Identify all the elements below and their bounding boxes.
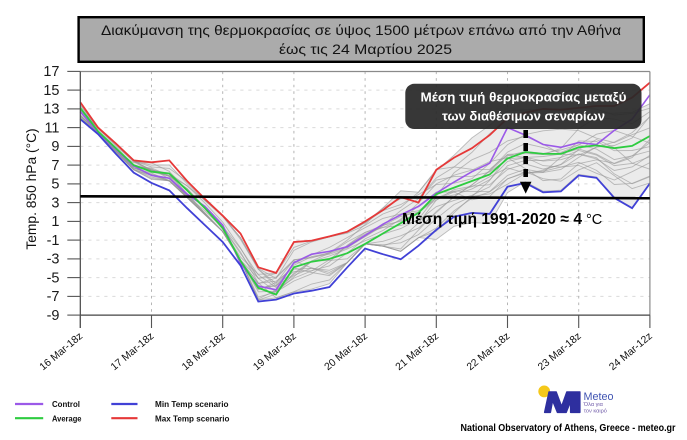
svg-text:Max Temp scenario: Max Temp scenario bbox=[155, 413, 230, 423]
svg-text:Μέση τιμή θερμοκρασίας μεταξύ: Μέση τιμή θερμοκρασίας μεταξύ bbox=[421, 90, 627, 105]
svg-text:-1: -1 bbox=[47, 233, 60, 249]
svg-text:°C: °C bbox=[586, 212, 602, 228]
svg-text:17: 17 bbox=[43, 64, 59, 80]
svg-text:5: 5 bbox=[51, 177, 59, 193]
svg-text:13: 13 bbox=[43, 102, 59, 118]
svg-text:National Observatory of Athens: National Observatory of Athens, Greece -… bbox=[461, 423, 676, 434]
svg-text:Control: Control bbox=[52, 399, 80, 409]
svg-text:τον καιρό: τον καιρό bbox=[584, 407, 607, 414]
svg-text:των διαθέσιμων σεναρίων: των διαθέσιμων σεναρίων bbox=[442, 109, 605, 124]
svg-text:1: 1 bbox=[51, 214, 59, 230]
svg-text:Average: Average bbox=[52, 413, 82, 423]
svg-text:Min Temp scenario: Min Temp scenario bbox=[155, 399, 229, 409]
svg-text:-7: -7 bbox=[47, 289, 60, 305]
svg-text:15: 15 bbox=[43, 83, 59, 99]
svg-text:11: 11 bbox=[44, 120, 59, 136]
svg-text:-3: -3 bbox=[47, 252, 60, 268]
svg-text:έως τις 24 Μαρτίου 2025: έως τις 24 Μαρτίου 2025 bbox=[279, 41, 452, 57]
svg-text:Διακύμανση της θερμοκρασίας σε: Διακύμανση της θερμοκρασίας σε ύψος 1500… bbox=[101, 22, 621, 38]
svg-text:Meteo: Meteo bbox=[584, 391, 614, 403]
svg-text:9: 9 bbox=[51, 139, 59, 155]
svg-text:Temp. 850 hPa (°C): Temp. 850 hPa (°C) bbox=[24, 128, 39, 249]
svg-text:-9: -9 bbox=[47, 308, 60, 324]
svg-text:-5: -5 bbox=[47, 270, 60, 286]
svg-text:7: 7 bbox=[51, 158, 59, 174]
svg-text:3: 3 bbox=[51, 195, 59, 211]
svg-text:Μέση τιμή 1991-2020 ≈ 4: Μέση τιμή 1991-2020 ≈ 4 bbox=[402, 211, 582, 228]
svg-text:Όλα για: Όλα για bbox=[583, 402, 604, 408]
